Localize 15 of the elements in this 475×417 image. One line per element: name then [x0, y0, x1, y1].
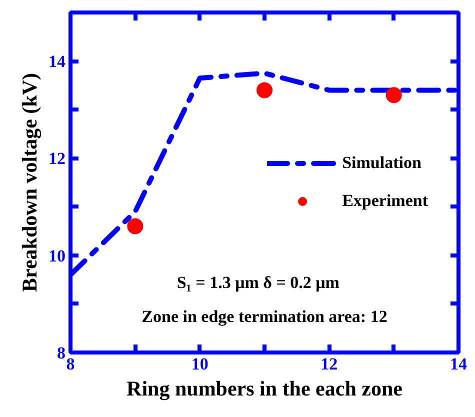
y-tick-label: 12	[48, 149, 66, 168]
x-tick-label: 12	[320, 354, 338, 374]
annotation: S₁ = 1.3 μm δ = 0.2 μm	[176, 272, 340, 292]
legend-label: Simulation	[342, 153, 422, 173]
legend-label: Experiment	[342, 191, 428, 211]
y-tick-label: 14	[48, 52, 66, 72]
y-axis-title: Breakdown voltage (kV)	[18, 73, 42, 292]
point	[386, 87, 402, 104]
y-tick-label: 10	[48, 246, 66, 266]
point	[256, 82, 272, 98]
annotation: Zone in edge termination area: 12	[142, 306, 388, 326]
point	[127, 218, 144, 234]
x-tick-label: 10	[191, 354, 208, 374]
x-tick-label: 14	[450, 354, 468, 374]
x-axis-title: Ring numbers in the each zone	[126, 376, 402, 400]
